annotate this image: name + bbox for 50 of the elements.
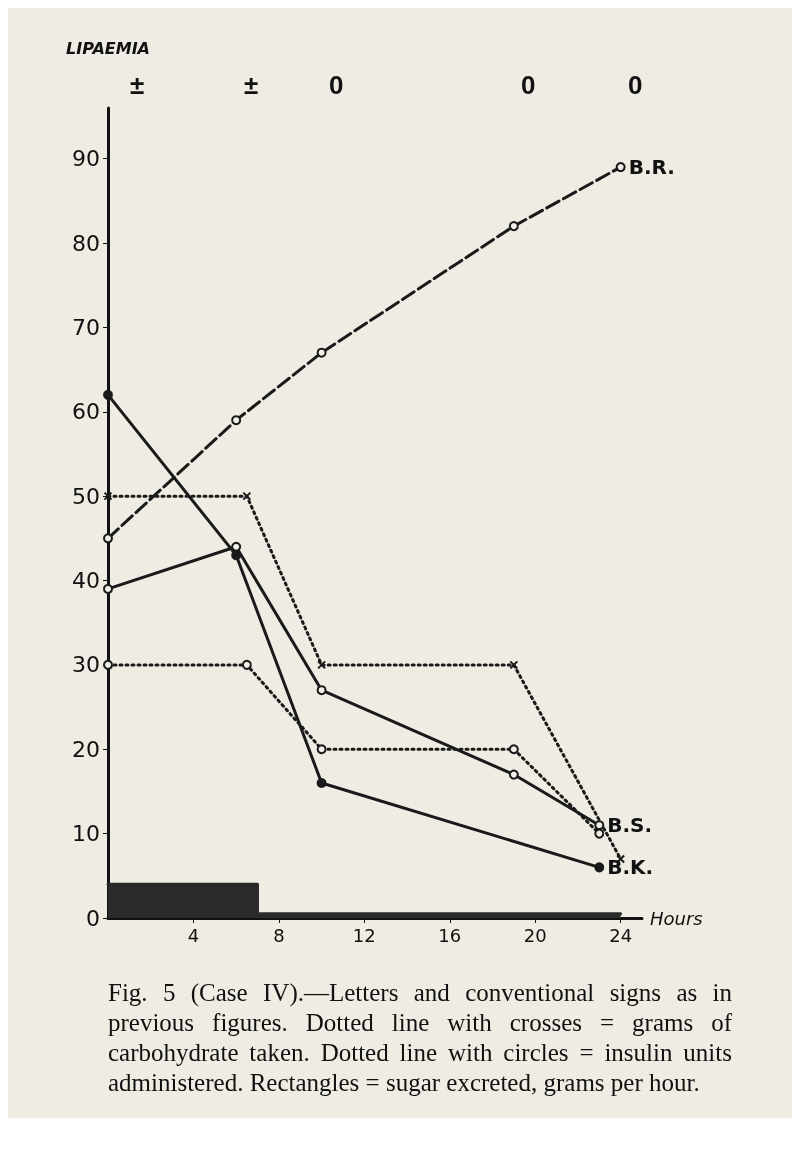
point <box>103 389 113 400</box>
point <box>508 744 519 755</box>
point <box>231 550 242 561</box>
point <box>316 347 327 358</box>
point <box>231 541 242 552</box>
point <box>317 660 327 670</box>
point <box>231 415 242 426</box>
point <box>594 828 605 839</box>
y-axis-title: LIPAEMIA <box>66 38 150 58</box>
y-tick-label: 20 <box>72 736 100 762</box>
series-label: B.R. <box>628 155 675 180</box>
x-axis-title: Hours <box>650 907 703 929</box>
point <box>615 162 626 173</box>
point <box>594 820 605 831</box>
point <box>316 744 327 755</box>
text: ± <box>244 70 259 100</box>
point <box>103 533 113 544</box>
point <box>316 778 327 788</box>
text: ± <box>130 70 145 100</box>
y-tick-label: 30 <box>72 652 100 678</box>
point <box>509 660 519 670</box>
series-label: B.S. <box>607 813 653 838</box>
x-tick-label: 12 <box>352 924 376 946</box>
y-tick-label: 90 <box>72 146 100 172</box>
text: 0 <box>329 70 344 100</box>
point <box>241 659 252 670</box>
point <box>103 491 113 501</box>
y-tick-label: 0 <box>86 905 100 931</box>
point <box>242 491 252 501</box>
x-tick-label: 24 <box>609 924 633 946</box>
point <box>508 769 519 780</box>
point <box>103 583 113 594</box>
x-tick-label: 20 <box>523 924 547 946</box>
x-tick-label: 16 <box>438 924 462 946</box>
y-tick-label: 80 <box>72 230 100 256</box>
x-tick-label: 8 <box>273 924 285 946</box>
x-tick-label: 4 <box>187 924 200 946</box>
y-tick-label: 40 <box>72 568 100 593</box>
point <box>508 221 519 232</box>
y-tick-label: 50 <box>72 483 100 509</box>
y-tick-label: 70 <box>72 314 100 340</box>
text: 0 <box>521 70 536 100</box>
point <box>594 862 605 873</box>
caption: Fig. 5 (Case IV).—Letters and conventional signs as in previous figures. Dotted line with crosses = grams of carbohydrate taken. Dotted line with circles = insulin units administered. Rectangles = sugar excreted, grams per hour. <box>107 978 733 1098</box>
y-tick-label: 60 <box>72 399 100 425</box>
text: 0 <box>628 70 643 100</box>
series-label: B.K. <box>607 855 654 880</box>
point <box>316 685 327 696</box>
y-tick-label: 10 <box>72 821 100 847</box>
point <box>103 659 113 670</box>
